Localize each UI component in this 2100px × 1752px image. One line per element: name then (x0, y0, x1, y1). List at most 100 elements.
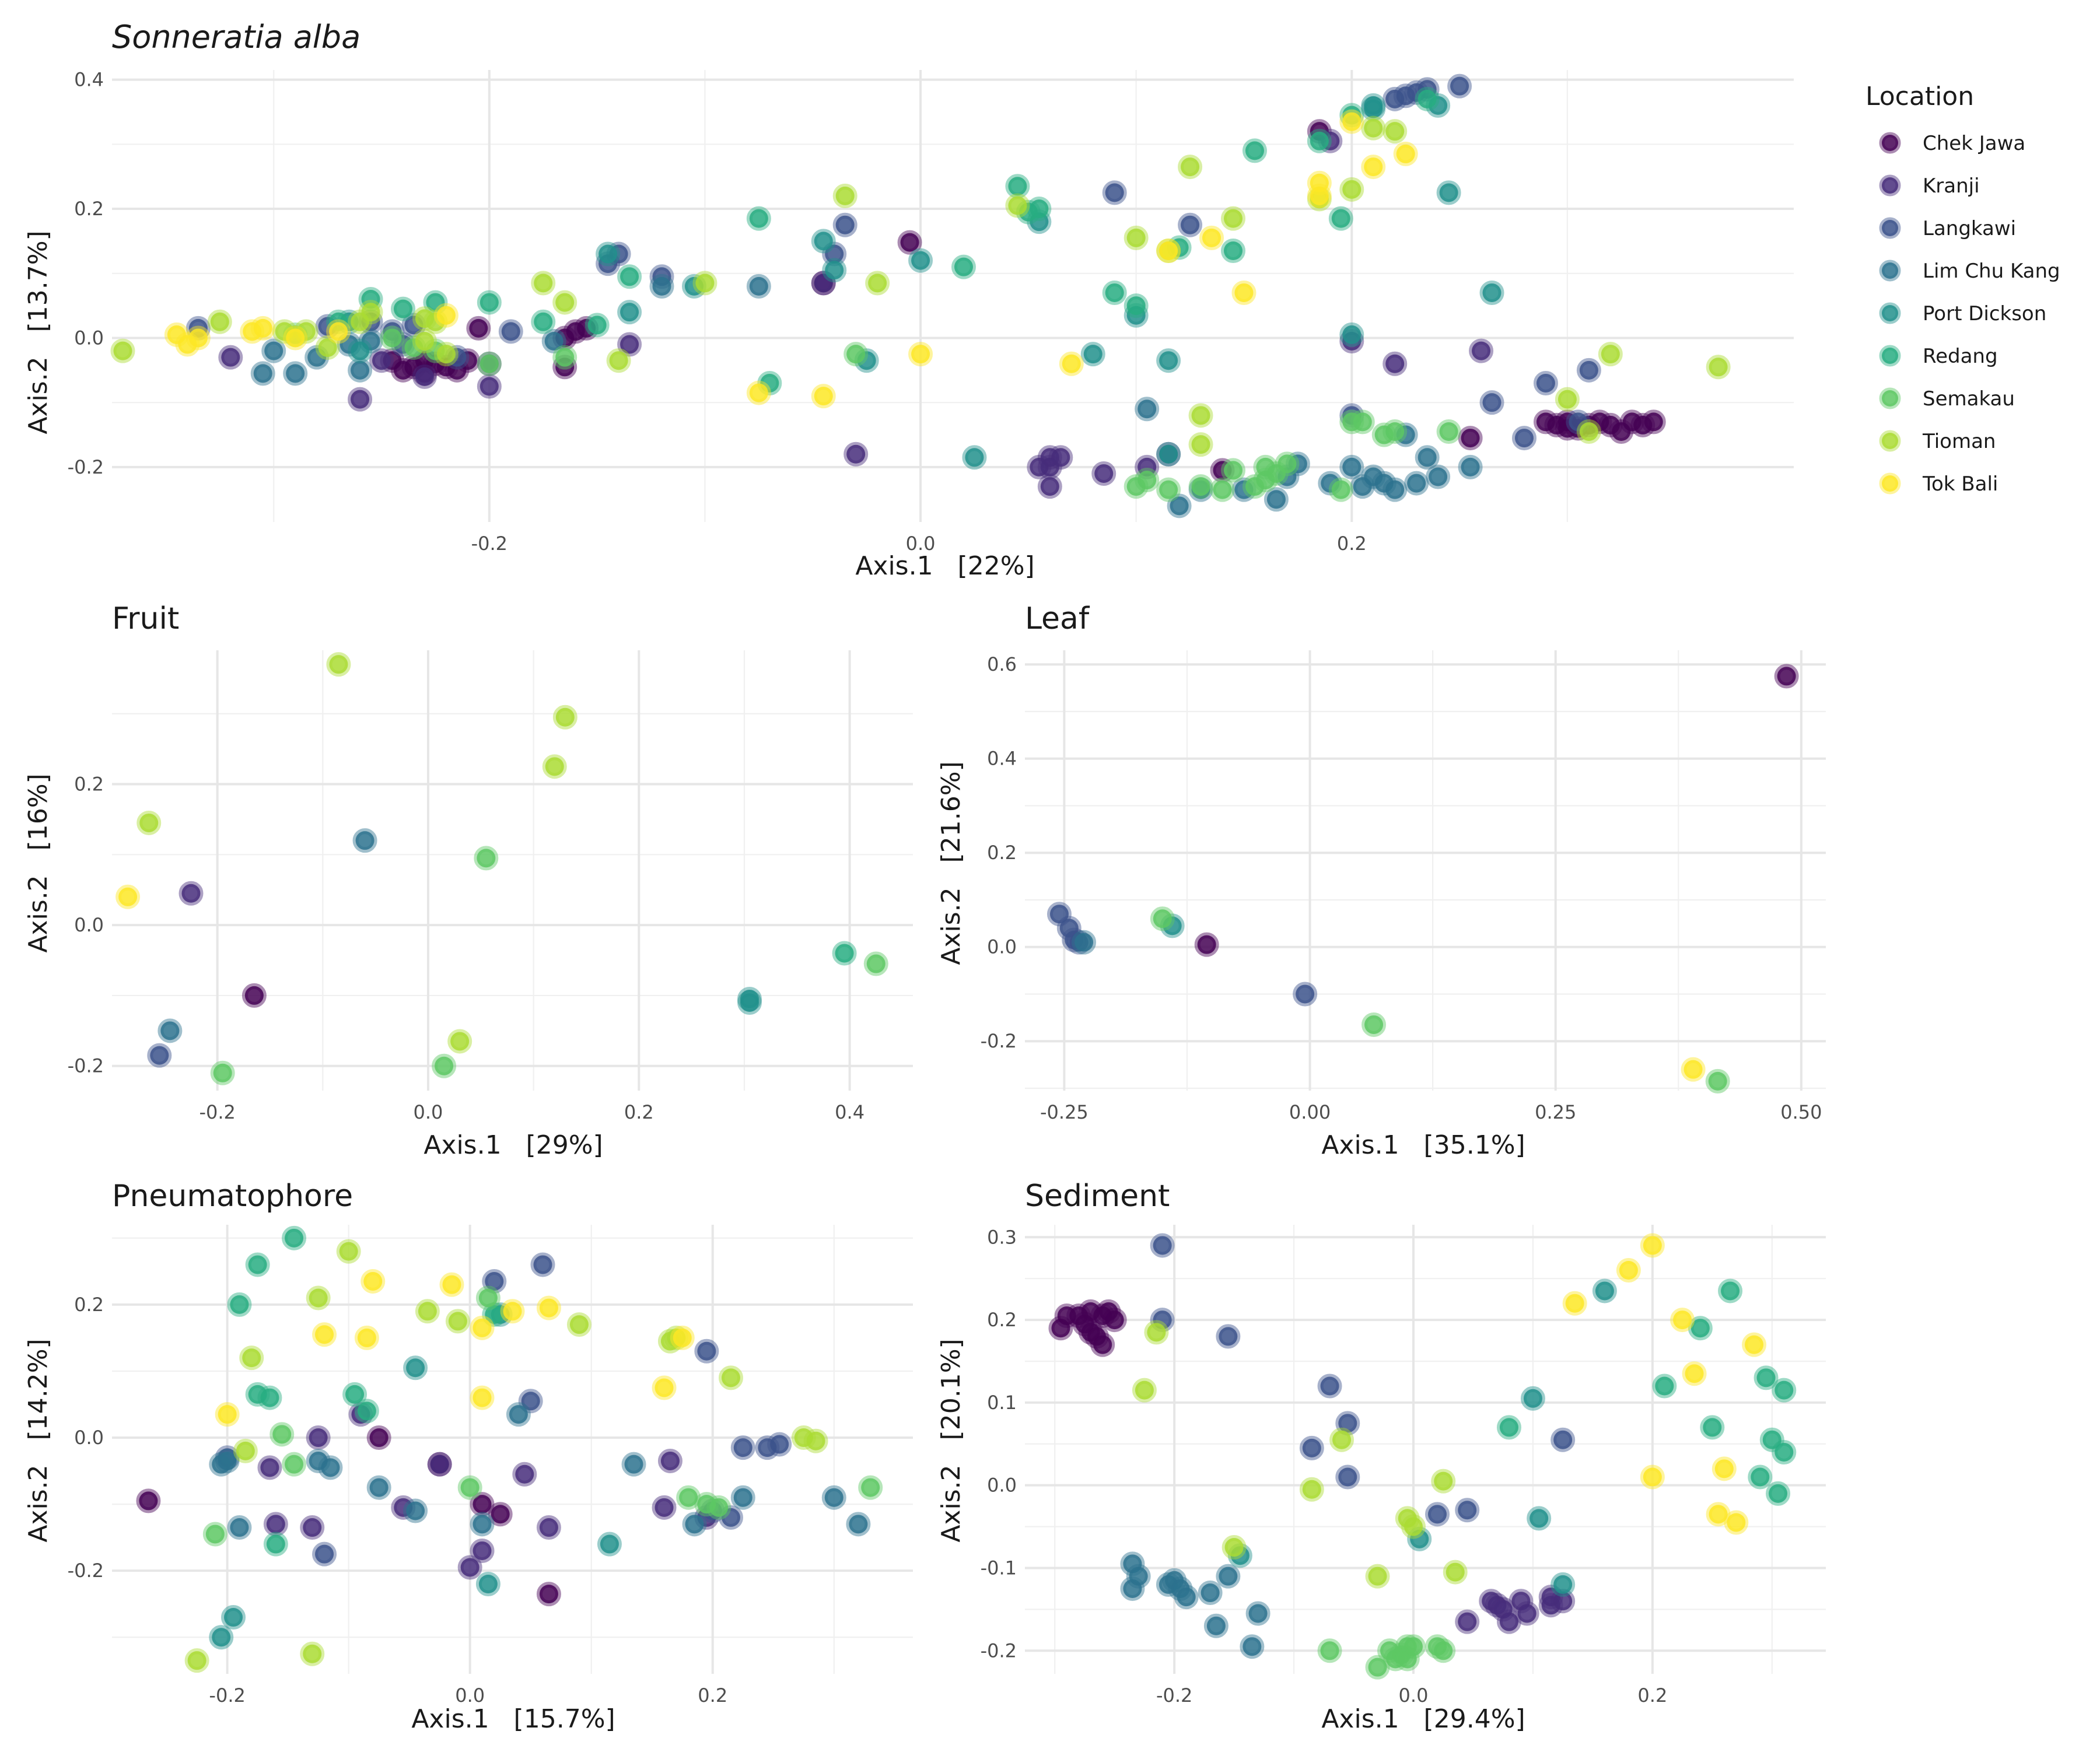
legend-key (1879, 217, 1901, 239)
data-point (239, 1345, 264, 1371)
data-point (1027, 454, 1052, 479)
legend-label: Lim Chu Kang (1923, 260, 2060, 283)
data-point (1299, 1477, 1324, 1502)
data-point (1216, 1324, 1241, 1349)
data-point (186, 325, 211, 351)
data-point (1700, 1415, 1725, 1440)
y-tick-label: -0.2 (68, 1055, 104, 1077)
data-point (403, 1355, 428, 1380)
data-point (282, 1225, 307, 1250)
x-axis-label: Axis.1 [29%] (424, 1130, 603, 1160)
panel-title: Sediment (1025, 1179, 1170, 1214)
data-point (621, 1452, 646, 1477)
data-point (215, 1402, 240, 1427)
data-point (227, 1292, 252, 1317)
data-point (1443, 1560, 1468, 1585)
data-point (457, 1475, 482, 1500)
data-point (832, 941, 857, 966)
data-point (706, 1495, 732, 1520)
panel-sediment: Sediment -0.2 0.0 0.2-0.2-0.10.00.10.20.3 … (936, 1179, 1826, 1734)
data-point (811, 271, 836, 296)
data-point (210, 1060, 235, 1085)
plot-area: -0.2 0.0 0.2 -0.2 -0.1 0.0 0.1 0.2 0.3 (981, 1225, 1826, 1707)
x-tick-label: 0.50 (1780, 1101, 1822, 1123)
data-point (1382, 351, 1408, 376)
data-point (676, 1485, 701, 1510)
data-point (746, 380, 771, 405)
data-point (1718, 1278, 1743, 1304)
data-point (1550, 1572, 1576, 1597)
data-point (670, 1325, 695, 1350)
data-point (1210, 477, 1235, 502)
panel-fruit: Fruit -0.2 0.0 0.2 0.4 -0.2 0.0 0.2 Axis.1 [29… (23, 601, 913, 1160)
data-point (1712, 1456, 1737, 1481)
data-point (682, 1512, 707, 1537)
x-axis-label: Axis.1 [29.4%] (1321, 1704, 1525, 1734)
data-point (326, 319, 351, 344)
data-point (1742, 1332, 1767, 1357)
y-tick-label: 0.2 (74, 773, 104, 796)
data-point (1299, 1435, 1324, 1460)
data-point (1455, 1609, 1480, 1634)
data-point (1329, 1427, 1354, 1452)
data-point (1231, 280, 1256, 305)
x-tick-label: 0.2 (1337, 532, 1367, 555)
data-point (1365, 1564, 1390, 1589)
data-point (412, 329, 437, 353)
data-point (584, 313, 610, 338)
x-tick-label: -0.2 (471, 532, 508, 555)
data-point (1479, 390, 1504, 415)
data-point (1339, 322, 1364, 347)
data-point (184, 1648, 209, 1673)
data-point (366, 1475, 391, 1500)
panel-title: Sonneratia alba (112, 19, 360, 55)
y-tick-label: 0.2 (987, 1309, 1017, 1331)
data-point (858, 1475, 883, 1500)
data-point (657, 1448, 682, 1473)
data-point (1048, 445, 1073, 470)
data-point (1350, 409, 1375, 435)
data-point (470, 1315, 495, 1340)
data-point (470, 1538, 495, 1563)
y-axis-label: Axis.2 [20.1%] (936, 1338, 966, 1542)
data-point (477, 290, 502, 315)
data-point (1275, 451, 1300, 476)
x-tick-label: 0.0 (414, 1101, 443, 1123)
data-point (1317, 1638, 1342, 1663)
data-point (1361, 155, 1386, 180)
data-point (652, 1375, 677, 1400)
legend-label: Port Dickson (1923, 302, 2046, 325)
data-point (1706, 355, 1731, 380)
data-point (552, 345, 578, 370)
legend-label: Tok Bali (1922, 472, 1998, 496)
data-point (1705, 1068, 1730, 1094)
legend-label: Semakau (1923, 387, 2015, 411)
legend-label: Tioman (1922, 430, 1996, 453)
data-point (1150, 1233, 1175, 1258)
x-tick-label: -0.25 (1040, 1101, 1088, 1123)
data-point (530, 1252, 555, 1277)
data-point (270, 1422, 295, 1447)
data-point (908, 248, 933, 273)
data-point (315, 335, 340, 360)
data-point (692, 271, 718, 296)
data-point (1150, 906, 1175, 931)
data-point (1415, 445, 1440, 470)
data-point (536, 1582, 561, 1607)
data-point (470, 1385, 495, 1410)
y-axis-label: Axis.2 [13.7%] (23, 230, 53, 434)
data-point (403, 1498, 428, 1523)
data-point (1527, 1506, 1552, 1531)
data-point (474, 846, 499, 871)
data-point (1598, 342, 1623, 367)
data-point (283, 325, 308, 351)
data-point (746, 206, 771, 231)
data-point (832, 183, 858, 208)
data-point (506, 1402, 531, 1427)
data-point (318, 1455, 343, 1480)
data-point (369, 348, 394, 373)
data-point (1688, 1316, 1713, 1341)
data-point (1533, 370, 1558, 395)
x-tick-label: 0.00 (1289, 1101, 1331, 1123)
